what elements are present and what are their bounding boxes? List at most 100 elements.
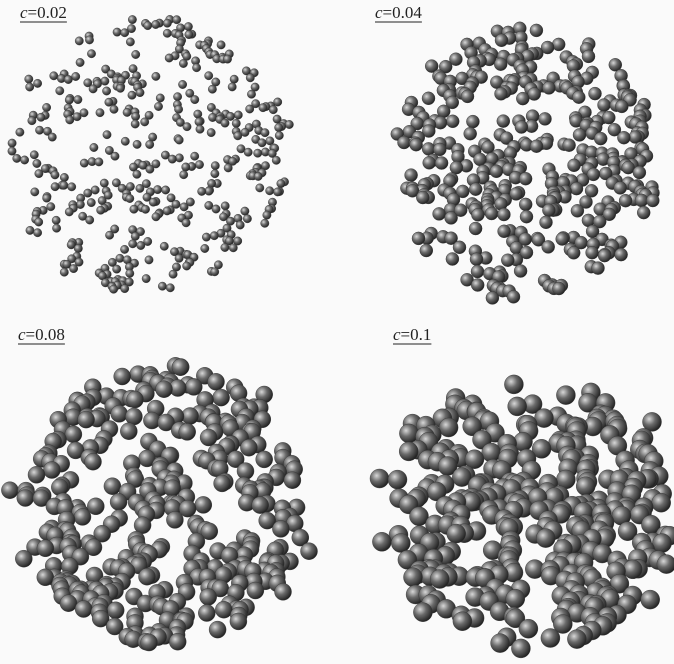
particle <box>104 478 121 495</box>
particle <box>202 233 210 241</box>
particle <box>573 128 586 141</box>
particle <box>466 115 479 128</box>
particle <box>90 143 98 151</box>
particle <box>131 232 139 240</box>
particle <box>107 602 124 619</box>
particle <box>126 38 134 46</box>
particle <box>243 215 251 223</box>
particle <box>198 187 206 195</box>
particle <box>120 245 128 253</box>
particle <box>116 254 124 262</box>
particle <box>576 477 595 496</box>
particle <box>139 568 156 585</box>
particle <box>567 630 586 649</box>
particle <box>136 184 144 192</box>
particle <box>37 540 54 557</box>
particle <box>530 140 543 153</box>
particle <box>453 612 472 631</box>
particle <box>506 589 525 608</box>
particle <box>175 136 183 144</box>
particle <box>633 166 646 179</box>
particle <box>153 185 161 193</box>
particle <box>482 443 501 462</box>
particle <box>65 96 73 104</box>
particle <box>42 103 50 111</box>
particle <box>519 172 532 185</box>
particle <box>51 183 59 191</box>
particle <box>446 115 459 128</box>
particle <box>582 50 595 63</box>
particle <box>182 163 190 171</box>
particle <box>511 639 530 658</box>
particle <box>161 186 169 194</box>
label-value: =0.1 <box>401 325 432 344</box>
particle <box>185 30 193 38</box>
particle <box>234 111 242 119</box>
particle <box>123 108 131 116</box>
particle <box>541 629 560 648</box>
particle <box>572 91 585 104</box>
particle <box>598 99 611 112</box>
particle <box>37 569 54 586</box>
particle <box>178 80 186 88</box>
particle <box>26 83 34 91</box>
particle <box>30 151 38 159</box>
particle <box>615 248 628 261</box>
particle <box>113 265 121 273</box>
particle <box>592 262 605 275</box>
particle <box>78 411 95 428</box>
particle <box>275 583 292 600</box>
particle <box>96 109 104 117</box>
particle <box>234 132 242 140</box>
particle <box>158 282 166 290</box>
particle <box>180 171 188 179</box>
particle <box>179 59 187 67</box>
particle <box>52 224 60 232</box>
particle <box>111 405 128 422</box>
particle <box>261 219 269 227</box>
particle <box>464 127 477 140</box>
particle <box>486 291 499 304</box>
particle <box>68 183 76 191</box>
particle <box>266 187 274 195</box>
particle <box>446 253 459 266</box>
particle <box>445 211 458 224</box>
particle <box>149 198 157 206</box>
particle <box>556 386 575 405</box>
particle <box>121 137 129 145</box>
particle <box>8 147 16 155</box>
particle <box>646 194 659 207</box>
particle <box>113 28 121 36</box>
particle <box>152 72 160 80</box>
particle <box>133 170 141 178</box>
particle <box>152 213 160 221</box>
panel-label: c=0.08 <box>18 325 65 344</box>
particle <box>37 113 45 121</box>
particle <box>247 582 264 599</box>
particle <box>404 568 423 587</box>
particle <box>146 140 154 148</box>
page: {"panels": [ {"symbol": "c", "value": "=… <box>0 0 674 664</box>
particle <box>589 87 602 100</box>
particle <box>230 75 238 83</box>
particle <box>105 231 113 239</box>
particle <box>229 244 237 252</box>
particle <box>60 268 68 276</box>
particle <box>74 95 82 103</box>
particle <box>111 152 119 160</box>
particle <box>169 270 177 278</box>
particle <box>85 36 93 44</box>
particle <box>254 149 262 157</box>
particle <box>17 490 34 507</box>
particle <box>28 466 45 483</box>
particle <box>163 29 171 37</box>
particle <box>191 95 199 103</box>
particle <box>528 88 541 101</box>
particle <box>195 118 203 126</box>
particle <box>530 24 543 37</box>
particle <box>80 159 88 167</box>
particle <box>72 72 80 80</box>
particle <box>372 532 391 551</box>
particle <box>568 159 581 172</box>
particle <box>195 496 212 513</box>
